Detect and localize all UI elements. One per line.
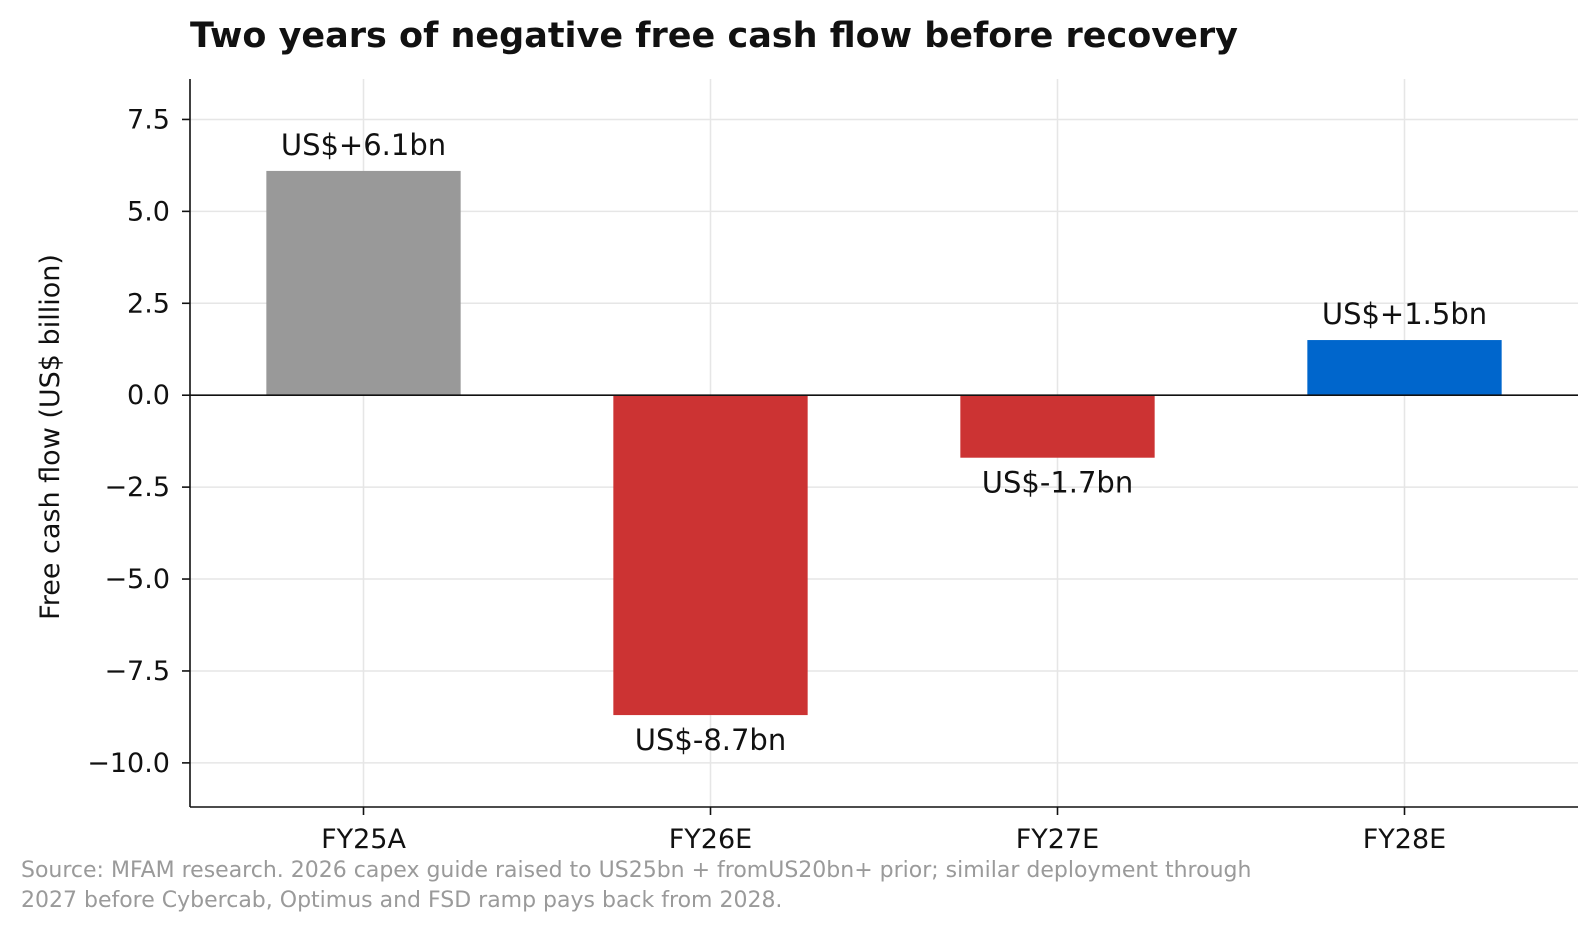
x-tick-label: FY25A	[321, 824, 406, 855]
data-label: US$+1.5bn	[1322, 297, 1487, 331]
data-label: US$-8.7bn	[635, 723, 786, 757]
y-tick-label: −10.0	[87, 748, 170, 779]
data-label: US$-1.7bn	[982, 466, 1133, 500]
source-note-line-2: 2027 before Cybercab, Optimus and FSD ra…	[21, 888, 783, 913]
bars	[266, 170, 1502, 716]
chart-title: Two years of negative free cash flow bef…	[190, 16, 1238, 56]
data-label: US$+6.1bn	[281, 128, 446, 162]
axes	[189, 79, 1578, 808]
bar-fy27e	[960, 395, 1155, 458]
source-note-line-1: Source: MFAM research. 2026 capex guide …	[21, 858, 1252, 883]
x-tick-label: FY27E	[1016, 824, 1099, 855]
data-labels: US$+6.1bn US$-8.7bn US$-1.7bn US$+1.5bn	[281, 128, 1487, 757]
y-tick-label: 5.0	[127, 196, 170, 227]
y-tick-label: 2.5	[127, 288, 170, 319]
x-axis-ticks: FY25A FY26E FY27E FY28E	[321, 807, 1446, 855]
source-note: Source: MFAM research. 2026 capex guide …	[21, 856, 1421, 916]
y-tick-label: −2.5	[104, 472, 170, 503]
y-tick-label: −5.0	[104, 564, 170, 595]
bar-fy28e	[1307, 340, 1502, 396]
y-tick-label: −7.5	[104, 656, 170, 687]
bar-fy25a	[266, 170, 461, 396]
y-axis-label: Free cash flow (US$ billion)	[35, 254, 66, 620]
y-axis-ticks: 7.5 5.0 2.5 0.0 −2.5 −5.0 −7.5 −10.0	[87, 104, 190, 779]
y-tick-label: 0.0	[127, 380, 170, 411]
x-tick-label: FY28E	[1363, 824, 1446, 855]
x-tick-label: FY26E	[669, 824, 752, 855]
y-tick-label: 7.5	[127, 104, 170, 135]
bar-fy26e	[613, 395, 808, 716]
